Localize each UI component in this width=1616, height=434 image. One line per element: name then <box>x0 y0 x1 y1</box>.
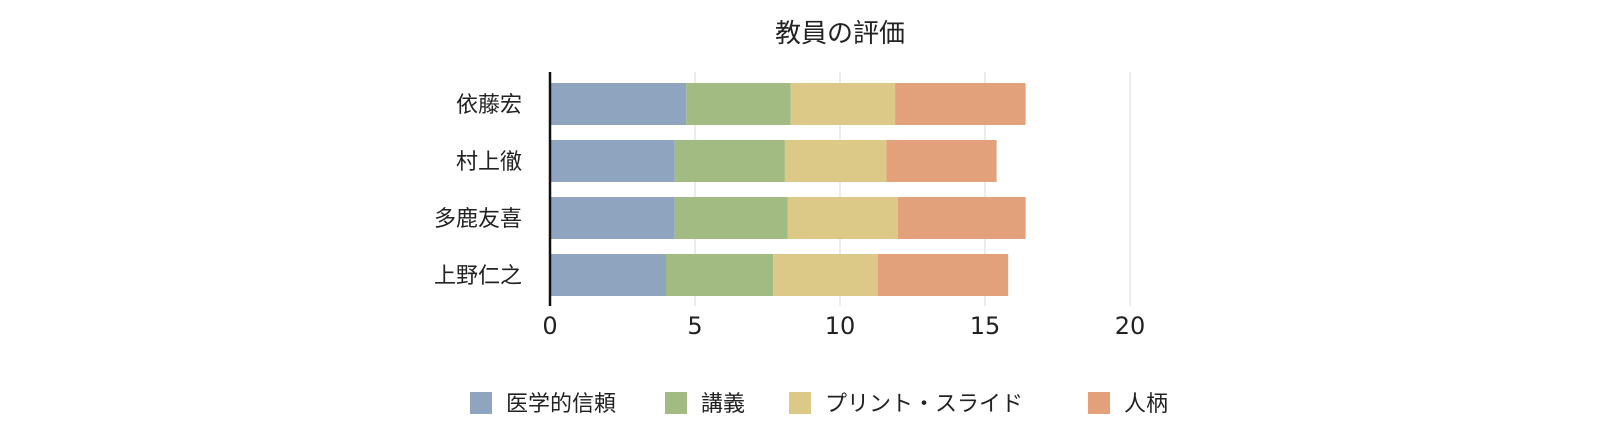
x-tick-label: 15 <box>970 312 1001 340</box>
legend-label: プリント・スライド <box>825 392 1023 417</box>
bar-segment <box>790 83 896 125</box>
bar-segment <box>550 83 687 125</box>
x-tick-label: 5 <box>687 312 702 340</box>
x-tick-label: 0 <box>542 312 557 340</box>
chart-title: 教員の評価 <box>775 19 905 49</box>
bar-segment <box>666 254 774 296</box>
legend: 医学的信頼 講義 プリント・スライド 人柄 <box>470 392 1168 417</box>
bar-segment <box>787 197 898 239</box>
bar-segment <box>550 140 675 182</box>
category-label: 依藤宏 <box>456 93 522 118</box>
bar-segment <box>773 254 878 296</box>
bars <box>550 83 1026 296</box>
bar-segment <box>686 83 791 125</box>
bar-segment <box>895 83 1026 125</box>
category-label: 多鹿友喜 <box>434 207 522 232</box>
legend-label: 講義 <box>701 392 745 417</box>
legend-swatch <box>1088 392 1110 414</box>
category-label: 村上徹 <box>456 150 522 175</box>
bar-segment <box>674 197 788 239</box>
legend-swatch <box>470 392 492 414</box>
legend-swatch <box>665 392 687 414</box>
legend-swatch <box>789 392 811 414</box>
bar-segment <box>784 140 887 182</box>
category-label: 上野仁之 <box>434 264 522 289</box>
x-tick-labels: 0 5 10 15 20 <box>542 312 1145 340</box>
legend-label: 医学的信頼 <box>506 392 616 417</box>
bar-segment <box>898 197 1026 239</box>
legend-label: 人柄 <box>1124 392 1168 417</box>
bar-segment <box>550 197 675 239</box>
bar-segment <box>550 254 666 296</box>
bar-segment <box>886 140 997 182</box>
bar-segment <box>877 254 1009 296</box>
bar-segment <box>674 140 785 182</box>
x-tick-label: 10 <box>825 312 856 340</box>
x-tick-label: 20 <box>1115 312 1146 340</box>
